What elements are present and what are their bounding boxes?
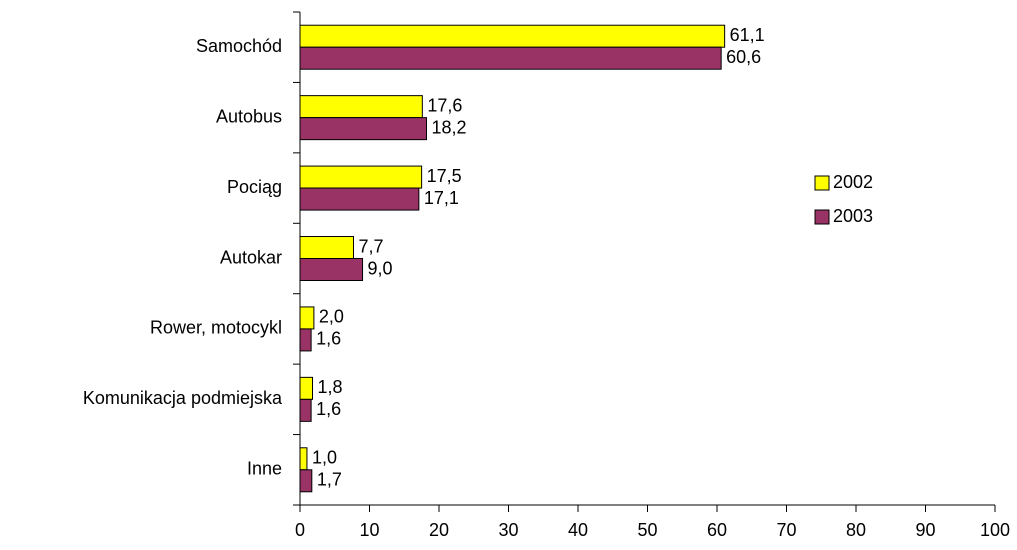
bar [299,398,312,422]
x-tick-label: 50 [637,520,657,540]
bar [299,24,726,48]
category-label: Autokar [220,247,282,267]
x-tick-label: 90 [915,520,935,540]
x-tick-label: 0 [295,520,305,540]
bar [299,46,722,70]
bar [299,165,423,189]
value-label: 2,0 [319,307,344,327]
legend-label: 2003 [833,206,873,226]
value-label: 18,2 [431,117,466,137]
bar [299,469,313,493]
bar [299,187,420,211]
category-label: Komunikacja podmiejska [83,388,283,408]
bar [299,328,312,352]
x-tick-label: 30 [498,520,518,540]
bar [299,258,364,281]
value-label: 17,6 [427,95,462,115]
value-label: 17,5 [427,166,462,186]
legend-label: 2002 [833,172,873,192]
legend-swatch [814,175,830,191]
x-tick-label: 40 [568,520,588,540]
value-label: 1,6 [316,329,341,349]
value-label: 60,6 [726,47,761,67]
value-label: 1,7 [317,470,342,490]
category-label: Rower, motocykl [150,318,282,338]
bar [299,376,314,400]
x-tick-label: 10 [359,520,379,540]
bar [299,117,427,141]
bar [299,236,355,259]
category-label: Samochód [196,36,282,56]
bar [299,447,308,471]
value-label: 1,8 [318,377,343,397]
x-tick-label: 80 [846,520,866,540]
value-label: 61,1 [730,25,765,45]
category-label: Inne [247,459,282,479]
category-label: Pociąg [227,177,282,197]
value-label: 17,1 [424,188,459,208]
category-label: Autobus [216,106,282,126]
bar [299,306,315,330]
x-tick-label: 20 [429,520,449,540]
legend-swatch [814,209,830,225]
value-label: 7,7 [359,236,384,256]
x-tick-label: 100 [980,520,1010,540]
value-label: 9,0 [368,258,393,278]
value-label: 1,0 [312,448,337,468]
value-label: 1,6 [316,399,341,419]
x-tick-label: 60 [707,520,727,540]
bar [299,95,423,119]
x-tick-label: 70 [776,520,796,540]
